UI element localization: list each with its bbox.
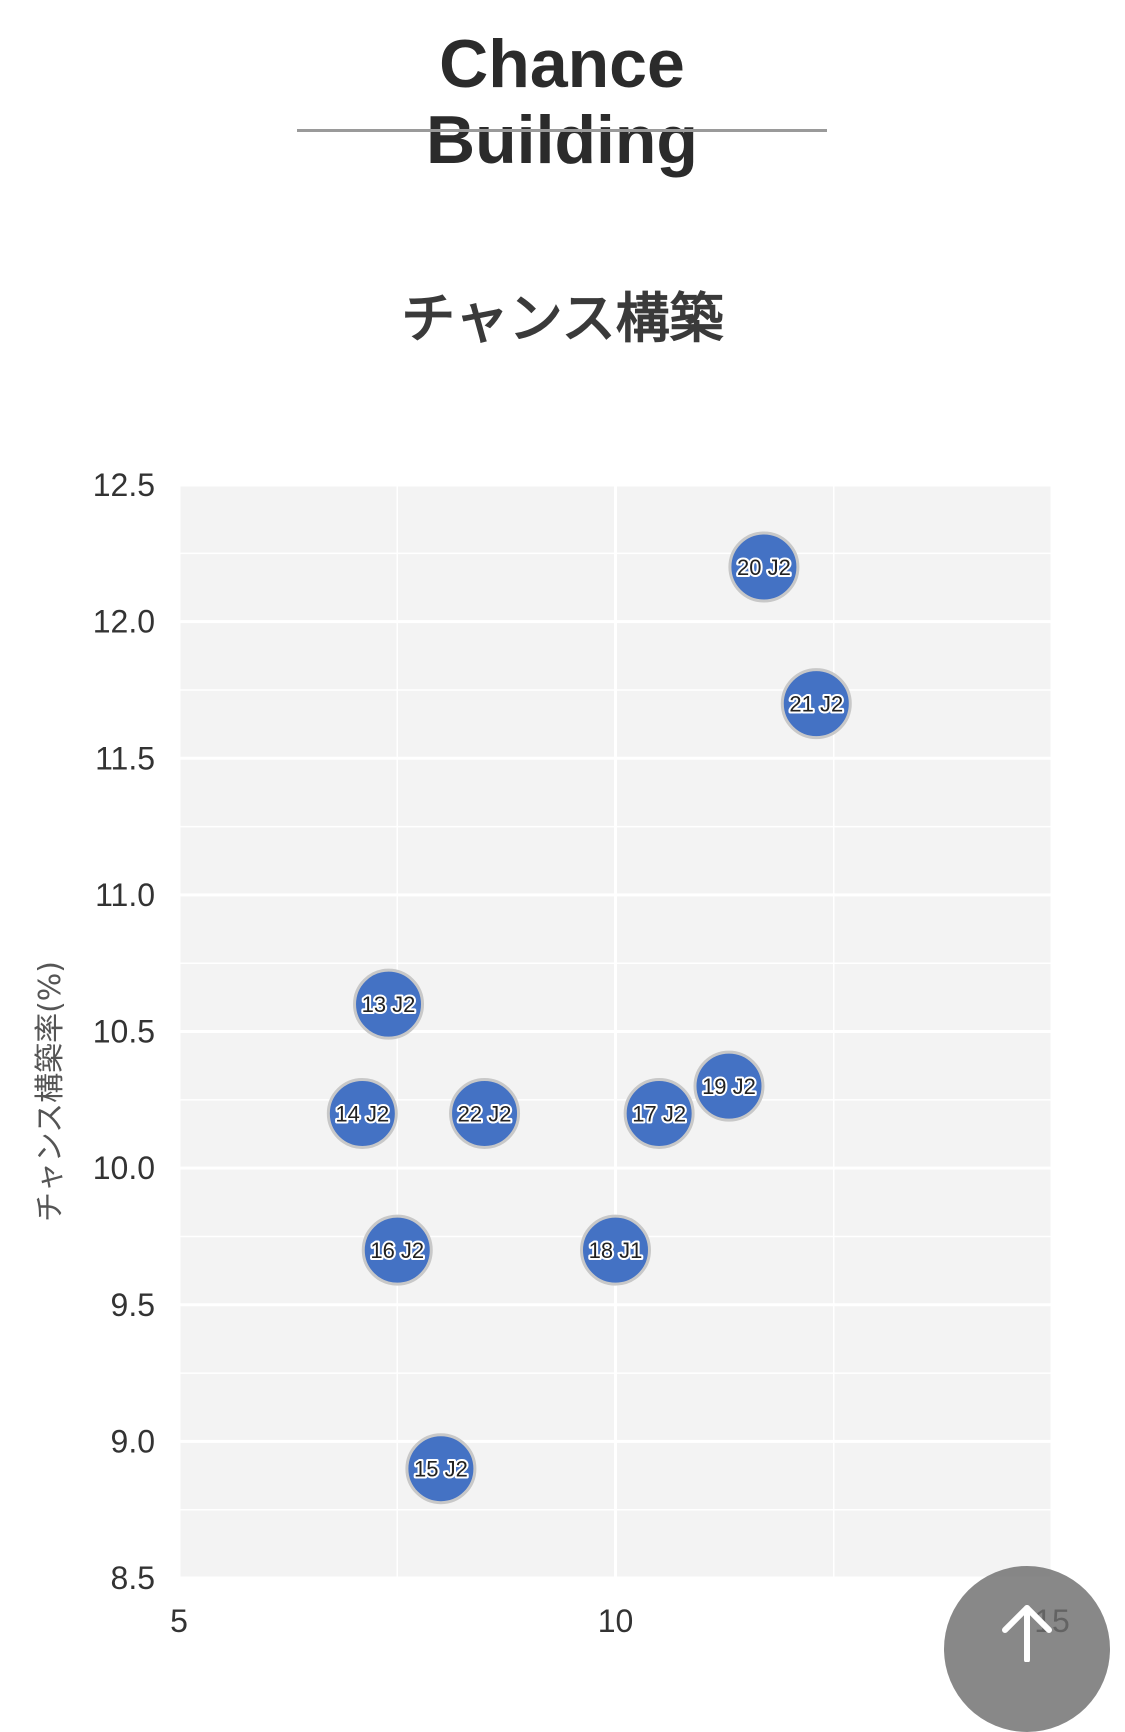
y-tick-label: 12.5 bbox=[93, 467, 155, 503]
data-point: 16 J2 bbox=[361, 1214, 433, 1286]
data-point: 20 J2 bbox=[728, 531, 800, 603]
arrow-up-icon bbox=[1002, 1605, 1052, 1662]
y-tick-label: 11.5 bbox=[95, 740, 155, 776]
data-point-label: 13 J2 bbox=[362, 992, 416, 1017]
data-point-label: 21 J2 bbox=[789, 692, 843, 717]
data-point: 19 J2 bbox=[693, 1050, 765, 1122]
data-point-marker bbox=[693, 1050, 765, 1122]
data-point-marker bbox=[449, 1077, 521, 1149]
y-axis-label: チャンス構築率(%) bbox=[33, 961, 68, 1222]
y-tick-label: 9.5 bbox=[111, 1287, 155, 1323]
y-tick-label: 11.0 bbox=[95, 877, 155, 913]
data-point-label: 15 J2 bbox=[414, 1457, 468, 1482]
data-point: 17 J2 bbox=[623, 1077, 695, 1149]
data-point-label: 18 J1 bbox=[589, 1238, 643, 1263]
data-point-label: 19 J2 bbox=[702, 1074, 756, 1099]
data-point: 15 J2 bbox=[405, 1433, 477, 1505]
data-point-label: 22 J2 bbox=[458, 1101, 512, 1126]
data-point-marker bbox=[728, 531, 800, 603]
scroll-to-top-button[interactable] bbox=[944, 1566, 1110, 1732]
data-point-marker bbox=[361, 1214, 433, 1286]
x-tick-label: 5 bbox=[170, 1603, 188, 1639]
data-point: 14 J2 bbox=[326, 1077, 398, 1149]
x-tick-label: 10 bbox=[598, 1603, 634, 1639]
data-point-marker bbox=[580, 1214, 651, 1286]
y-tick-label: 8.5 bbox=[111, 1560, 155, 1596]
data-point-marker bbox=[353, 968, 425, 1040]
y-tick-label: 10.0 bbox=[93, 1150, 155, 1186]
data-point-label: 17 J2 bbox=[632, 1101, 686, 1126]
data-points: 20 J2 21 J2 13 J2 19 J2 14 J2 22 J2 17 J2 16 J2… bbox=[326, 531, 852, 1505]
data-point-marker bbox=[326, 1077, 398, 1149]
data-point-marker bbox=[405, 1433, 477, 1505]
page-title: Chance Building bbox=[426, 26, 698, 178]
data-point: 18 J1 bbox=[580, 1214, 651, 1286]
data-point-label: 14 J2 bbox=[335, 1101, 389, 1126]
data-point: 21 J2 bbox=[780, 668, 852, 740]
data-point-marker bbox=[780, 668, 852, 740]
data-point: 13 J2 bbox=[353, 968, 425, 1040]
y-tick-label: 10.5 bbox=[93, 1014, 155, 1050]
data-point: 22 J2 bbox=[449, 1077, 521, 1149]
data-point-label: 16 J2 bbox=[370, 1238, 424, 1263]
y-tick-label: 12.0 bbox=[93, 604, 155, 640]
grid bbox=[177, 483, 1054, 1580]
scatter-chart: 12.512.011.511.010.510.09.59.08.551015 チ… bbox=[33, 467, 1070, 1639]
data-point-label: 20 J2 bbox=[737, 555, 791, 580]
y-tick-label: 9.0 bbox=[111, 1423, 155, 1459]
title-underline bbox=[297, 129, 827, 132]
data-point-marker bbox=[623, 1077, 695, 1149]
chart-title: チャンス構築 bbox=[401, 287, 724, 350]
